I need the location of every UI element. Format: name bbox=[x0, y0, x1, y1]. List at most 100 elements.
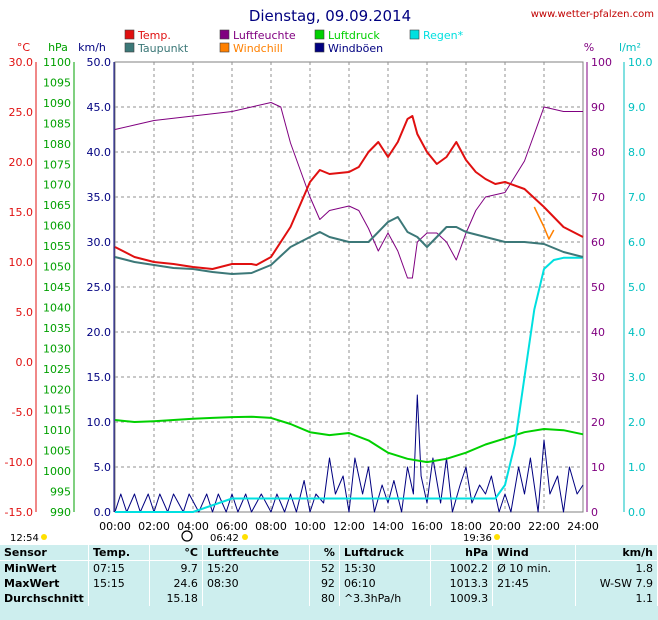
wind-time: 21:45 bbox=[492, 576, 576, 591]
legend-label-taupunkt: Taupunkt bbox=[137, 42, 189, 55]
legend-swatch-regen bbox=[409, 29, 420, 40]
tick-label-pressure: 1020 bbox=[43, 383, 71, 396]
temp-time bbox=[88, 591, 150, 606]
tick-label-pressure: 1090 bbox=[43, 97, 71, 110]
row-label: MinWert bbox=[0, 560, 89, 576]
tick-label-pressure: 1010 bbox=[43, 424, 71, 437]
tick-label-time: 12:00 bbox=[333, 520, 365, 533]
tick-label-rain: 9.0 bbox=[628, 101, 646, 114]
table-row: Durchschnitt 15.18 80 ^3.3hPa/h 1009.3 1… bbox=[0, 591, 658, 606]
weather-chart: Dienstag, 09.09.2014 www.wetter-pfalzen.… bbox=[5, 7, 654, 544]
tick-label-pressure: 1070 bbox=[43, 179, 71, 192]
unit-rain: l/m² bbox=[619, 41, 641, 54]
unit-temp: °C bbox=[17, 41, 31, 54]
tick-label-wind: 40.0 bbox=[87, 146, 112, 159]
pressure-time: ^3.3hPa/h bbox=[339, 591, 431, 606]
tick-label-wind: 15.0 bbox=[87, 371, 112, 384]
header-temp-unit: °C bbox=[149, 545, 203, 561]
tick-label-time: 08:00 bbox=[255, 520, 287, 533]
plot-area bbox=[114, 61, 584, 513]
tick-label-pressure: 995 bbox=[50, 486, 71, 499]
humidity-time bbox=[202, 591, 310, 606]
series-line-regen bbox=[115, 256, 583, 513]
tick-label-time: 10:00 bbox=[294, 520, 326, 533]
legend-label-windb-en: Windböen bbox=[328, 42, 383, 55]
tick-label-pressure: 1085 bbox=[43, 117, 71, 130]
tick-label-time: 00:00 bbox=[99, 520, 131, 533]
tick-label-humidity: 80 bbox=[591, 146, 605, 159]
tick-label-wind: 50.0 bbox=[87, 56, 112, 69]
tick-label-temp: 15.0 bbox=[9, 206, 34, 219]
sunset-time-label: 19:36 bbox=[463, 533, 492, 544]
tick-label-rain: 2.0 bbox=[628, 416, 646, 429]
legend-label-luftdruck: Luftdruck bbox=[328, 29, 380, 42]
tick-label-temp: 0.0 bbox=[16, 356, 34, 369]
header-wind-unit: km/h bbox=[575, 545, 658, 561]
tick-label-wind: 35.0 bbox=[87, 191, 112, 204]
wind-time: Ø 10 min. bbox=[492, 560, 576, 576]
humidity-value: 52 bbox=[309, 560, 340, 576]
temp-value: 24.6 bbox=[149, 576, 203, 591]
tick-label-pressure: 1060 bbox=[43, 220, 71, 233]
sun-moon-markers: 12:54 06:42 19:36 bbox=[10, 530, 500, 544]
series-line-temp bbox=[114, 115, 584, 270]
row-label: MaxWert bbox=[0, 576, 89, 591]
pressure-value: 1013.3 bbox=[430, 576, 494, 591]
header-temp: Temp. bbox=[88, 545, 150, 561]
chart-title: Dienstag, 09.09.2014 bbox=[249, 7, 411, 25]
tick-label-rain: 0.0 bbox=[628, 506, 646, 519]
tick-label-humidity: 30 bbox=[591, 371, 605, 384]
tick-label-rain: 3.0 bbox=[628, 371, 646, 384]
source-link[interactable]: www.wetter-pfalzen.com bbox=[531, 9, 654, 20]
tick-label-humidity: 60 bbox=[591, 236, 605, 249]
tick-label-temp: 20.0 bbox=[9, 156, 34, 169]
new-moon-icon bbox=[181, 530, 193, 542]
pressure-time: 15:30 bbox=[339, 560, 431, 576]
row-label: Durchschnitt bbox=[0, 591, 89, 606]
series-line-windb-en bbox=[114, 394, 584, 513]
wind-value: 1.1 bbox=[575, 591, 658, 606]
tick-label-time: 04:00 bbox=[177, 520, 209, 533]
tick-label-wind: 20.0 bbox=[87, 326, 112, 339]
tick-label-humidity: 70 bbox=[591, 191, 605, 204]
legend-swatch-temp bbox=[124, 29, 135, 40]
header-wind: Wind bbox=[492, 545, 576, 561]
temp-time: 15:15 bbox=[88, 576, 150, 591]
tick-label-pressure: 1000 bbox=[43, 465, 71, 478]
tick-label-rain: 4.0 bbox=[628, 326, 646, 339]
tick-label-rain: 7.0 bbox=[628, 191, 646, 204]
tick-label-time: 24:00 bbox=[567, 520, 599, 533]
temp-time: 07:15 bbox=[88, 560, 150, 576]
tick-label-wind: 10.0 bbox=[87, 416, 112, 429]
tick-label-pressure: 1040 bbox=[43, 301, 71, 314]
humidity-time: 15:20 bbox=[202, 560, 310, 576]
legend-swatch-taupunkt bbox=[124, 42, 135, 53]
header-humidity: Luftfeuchte bbox=[202, 545, 310, 561]
humidity-time: 08:30 bbox=[202, 576, 310, 591]
humidity-value: 80 bbox=[309, 591, 340, 606]
moon-time-label: 12:54 bbox=[10, 533, 39, 544]
tick-label-humidity: 50 bbox=[591, 281, 605, 294]
legend-swatch-windb-en bbox=[314, 42, 325, 53]
tick-label-pressure: 1050 bbox=[43, 261, 71, 274]
sunrise-time-label: 06:42 bbox=[210, 533, 239, 544]
temp-value: 9.7 bbox=[149, 560, 203, 576]
tick-label-pressure: 1025 bbox=[43, 363, 71, 376]
table-row: MaxWert 15:15 24.6 08:30 92 06:10 1013.3… bbox=[0, 576, 658, 591]
tick-label-pressure: 1015 bbox=[43, 404, 71, 417]
tick-label-rain: 10.0 bbox=[628, 56, 653, 69]
legend-label-regen: Regen* bbox=[423, 29, 464, 42]
tick-label-wind: 5.0 bbox=[94, 461, 112, 474]
tick-label-rain: 6.0 bbox=[628, 236, 646, 249]
series-line-taupunkt bbox=[114, 216, 584, 275]
pressure-time: 06:10 bbox=[339, 576, 431, 591]
tick-label-time: 22:00 bbox=[528, 520, 560, 533]
tick-label-rain: 1.0 bbox=[628, 461, 646, 474]
pressure-value: 1002.2 bbox=[430, 560, 494, 576]
tick-label-humidity: 40 bbox=[591, 326, 605, 339]
legend-swatch-luftfeuchte bbox=[219, 29, 230, 40]
tick-label-wind: 30.0 bbox=[87, 236, 112, 249]
unit-pressure: hPa bbox=[48, 41, 68, 54]
tick-label-pressure: 1075 bbox=[43, 158, 71, 171]
